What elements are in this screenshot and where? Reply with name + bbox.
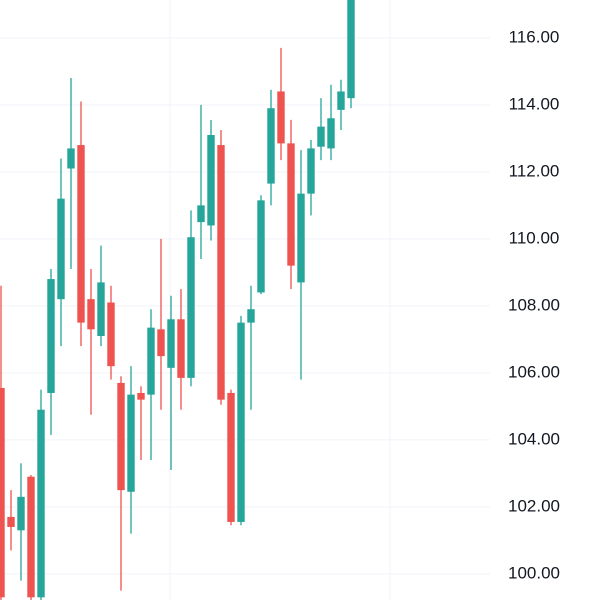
candle-body — [187, 237, 195, 378]
candle-body — [157, 329, 165, 357]
y-tick-label: 114.00 — [509, 94, 560, 113]
candle-body — [257, 200, 265, 293]
candle-body — [0, 387, 5, 598]
candle-body — [37, 409, 45, 598]
candle-body — [347, 0, 355, 99]
candle-body — [277, 91, 285, 144]
candle-body — [307, 148, 315, 194]
candle-body — [207, 135, 215, 226]
candle-body — [297, 193, 305, 283]
candle-body — [237, 322, 245, 522]
candle-body — [137, 392, 145, 400]
candle-body — [47, 279, 55, 393]
candle-body — [77, 145, 85, 323]
candle-body — [147, 327, 155, 395]
candle-body — [87, 299, 95, 330]
y-tick-label: 112.00 — [509, 161, 560, 180]
candles — [0, 0, 355, 600]
candle-body — [197, 205, 205, 223]
candle-body — [247, 309, 255, 323]
candle-body — [67, 148, 75, 169]
candle-body — [127, 394, 135, 492]
candle-body — [177, 319, 185, 378]
y-tick-label: 104.00 — [508, 429, 560, 448]
y-tick-label: 108.00 — [508, 295, 560, 314]
candle-body — [337, 91, 345, 110]
candle-body — [27, 476, 35, 598]
candle-body — [7, 516, 15, 527]
candle-body — [217, 145, 225, 400]
y-tick-label: 110.00 — [509, 228, 560, 247]
candle-body — [17, 496, 25, 531]
y-tick-label: 116.00 — [509, 27, 560, 46]
candle-body — [267, 108, 275, 184]
y-tick-label: 102.00 — [508, 496, 560, 515]
candle-body — [317, 126, 325, 147]
candle-body — [97, 282, 105, 337]
candle-body — [227, 392, 235, 522]
price-axis: 100.00 102.00 104.00 106.00 108.00 110.00 112.… — [508, 27, 560, 582]
candle-body — [287, 143, 295, 266]
y-tick-label: 100.00 — [508, 563, 560, 582]
candle-body — [167, 319, 175, 368]
candle-body — [57, 198, 65, 300]
y-tick-label: 106.00 — [508, 362, 560, 381]
candle-body — [107, 302, 115, 367]
grid — [0, 37, 490, 575]
candle-body — [327, 118, 335, 149]
candle-body — [117, 382, 125, 491]
